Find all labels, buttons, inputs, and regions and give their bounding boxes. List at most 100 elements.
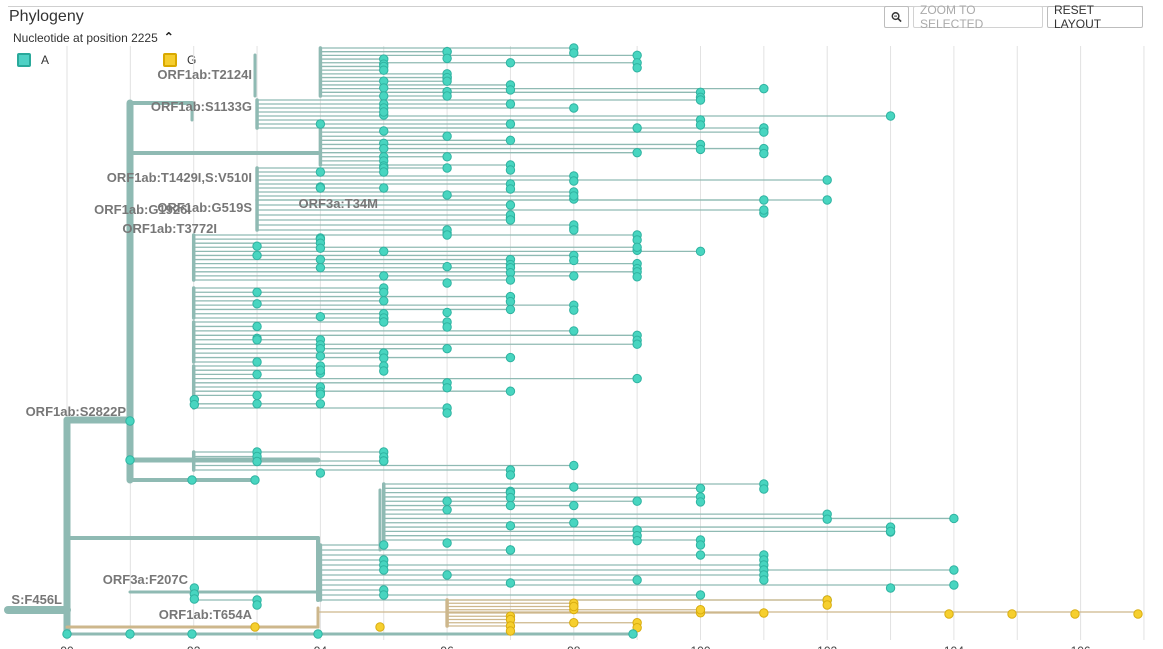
tip-node-a[interactable] bbox=[695, 144, 706, 155]
tip-node-a[interactable] bbox=[505, 500, 516, 511]
tip-node-a[interactable] bbox=[252, 335, 262, 345]
tip-node-a[interactable] bbox=[759, 127, 769, 137]
tip-node-a[interactable] bbox=[379, 540, 389, 550]
tip-node-a[interactable] bbox=[62, 629, 72, 639]
tip-node-a[interactable] bbox=[632, 123, 642, 133]
tip-node-a[interactable] bbox=[569, 255, 579, 266]
tip-node-a[interactable] bbox=[632, 496, 642, 506]
tip-node-a[interactable] bbox=[379, 65, 389, 75]
tip-node-a[interactable] bbox=[379, 287, 389, 297]
tip-node-a[interactable] bbox=[885, 583, 896, 593]
tip-node-a[interactable] bbox=[569, 103, 579, 113]
tip-node-a[interactable] bbox=[189, 594, 200, 604]
tip-node-a[interactable] bbox=[759, 195, 769, 205]
tip-node-g[interactable] bbox=[944, 609, 954, 619]
tip-node-a[interactable] bbox=[759, 205, 769, 215]
tip-node-a[interactable] bbox=[250, 475, 260, 485]
tip-node-a[interactable] bbox=[505, 545, 516, 555]
tip-node-a[interactable] bbox=[569, 191, 579, 201]
zoom-to-selected-button[interactable]: ZOOM TO SELECTED bbox=[913, 3, 1043, 31]
tip-node-a[interactable] bbox=[379, 353, 389, 363]
tip-node-a[interactable] bbox=[442, 152, 452, 162]
tip-node-a[interactable] bbox=[315, 389, 326, 399]
tip-node-a[interactable] bbox=[569, 305, 579, 315]
tip-node-a[interactable] bbox=[379, 183, 389, 193]
tip-node-a[interactable] bbox=[379, 456, 389, 466]
tip-node-a[interactable] bbox=[885, 526, 896, 537]
tip-node-a[interactable] bbox=[315, 254, 326, 265]
tip-node-a[interactable] bbox=[569, 482, 579, 492]
tip-node-a[interactable] bbox=[442, 538, 452, 548]
tip-node-a[interactable] bbox=[252, 369, 262, 380]
tip-node-a[interactable] bbox=[379, 366, 389, 376]
tip-node-a[interactable] bbox=[442, 505, 452, 515]
tip-node-a[interactable] bbox=[442, 307, 452, 318]
tip-node-a[interactable] bbox=[949, 513, 959, 524]
tip-node-a[interactable] bbox=[379, 143, 389, 154]
tip-node-a[interactable] bbox=[695, 550, 706, 560]
tip-node-a[interactable] bbox=[442, 570, 452, 580]
tip-node-a[interactable] bbox=[315, 351, 326, 361]
tip-node-a[interactable] bbox=[759, 484, 769, 494]
tip-node-a[interactable] bbox=[505, 352, 516, 363]
tip-node-a[interactable] bbox=[252, 321, 262, 332]
tip-node-a[interactable] bbox=[695, 483, 706, 494]
tip-node-a[interactable] bbox=[569, 326, 579, 336]
tip-node-a[interactable] bbox=[442, 131, 452, 141]
tip-node-a[interactable] bbox=[569, 225, 579, 235]
tip-node-a[interactable] bbox=[885, 111, 896, 121]
tip-node-a[interactable] bbox=[569, 460, 579, 471]
tip-node-a[interactable] bbox=[442, 163, 452, 173]
tip-node-a[interactable] bbox=[315, 183, 326, 193]
tip-node-a[interactable] bbox=[505, 470, 516, 480]
tip-node-a[interactable] bbox=[632, 373, 642, 384]
tip-node-a[interactable] bbox=[569, 176, 579, 186]
tip-node-a[interactable] bbox=[949, 580, 959, 590]
tip-node-a[interactable] bbox=[505, 304, 516, 315]
tip-node-a[interactable] bbox=[569, 271, 579, 281]
tip-node-a[interactable] bbox=[442, 408, 452, 418]
tip-node-a[interactable] bbox=[632, 535, 642, 546]
tip-node-a[interactable] bbox=[695, 120, 706, 130]
tip-node-g[interactable] bbox=[695, 605, 706, 615]
zoom-button[interactable] bbox=[884, 6, 909, 28]
tip-node-a[interactable] bbox=[505, 200, 516, 210]
tree-branches[interactable] bbox=[4, 46, 1139, 638]
tip-node-a[interactable] bbox=[695, 95, 706, 105]
tip-node-a[interactable] bbox=[505, 578, 516, 588]
tip-node-a[interactable] bbox=[632, 575, 642, 585]
tip-node-a[interactable] bbox=[632, 63, 642, 73]
tip-node-a[interactable] bbox=[442, 230, 452, 240]
tip-node-a[interactable] bbox=[252, 357, 262, 367]
tip-node-a[interactable] bbox=[442, 343, 452, 354]
tip-node-a[interactable] bbox=[695, 540, 706, 550]
tip-node-a[interactable] bbox=[759, 83, 769, 94]
tip-node-a[interactable] bbox=[315, 167, 326, 177]
tip-node-a[interactable] bbox=[315, 312, 326, 322]
tip-node-a[interactable] bbox=[822, 514, 832, 524]
tip-node-a[interactable] bbox=[632, 242, 642, 252]
tip-node-a[interactable] bbox=[569, 500, 579, 511]
reset-layout-button[interactable]: RESET LAYOUT bbox=[1047, 3, 1143, 31]
tip-node-a[interactable] bbox=[187, 475, 197, 485]
tip-node-g[interactable] bbox=[1070, 609, 1080, 619]
tip-node-a[interactable] bbox=[505, 99, 516, 109]
tip-node-a[interactable] bbox=[379, 107, 389, 117]
tip-node-a[interactable] bbox=[379, 126, 389, 136]
tip-node-a[interactable] bbox=[379, 167, 389, 177]
tip-node-a[interactable] bbox=[759, 575, 769, 585]
tip-node-a[interactable] bbox=[252, 287, 262, 297]
tip-node-g[interactable] bbox=[569, 601, 579, 612]
tip-node-a[interactable] bbox=[505, 521, 516, 531]
tip-node-a[interactable] bbox=[125, 629, 135, 639]
tip-node-a[interactable] bbox=[313, 629, 323, 639]
tip-node-a[interactable] bbox=[505, 58, 516, 68]
tip-node-a[interactable] bbox=[505, 296, 516, 307]
tip-node-g[interactable] bbox=[250, 622, 260, 632]
tip-node-g[interactable] bbox=[375, 622, 385, 632]
tip-node-a[interactable] bbox=[315, 243, 326, 253]
tip-node-a[interactable] bbox=[315, 365, 326, 375]
tip-node-a[interactable] bbox=[442, 496, 452, 506]
tip-node-a[interactable] bbox=[695, 246, 706, 257]
tip-node-a[interactable] bbox=[759, 148, 769, 159]
